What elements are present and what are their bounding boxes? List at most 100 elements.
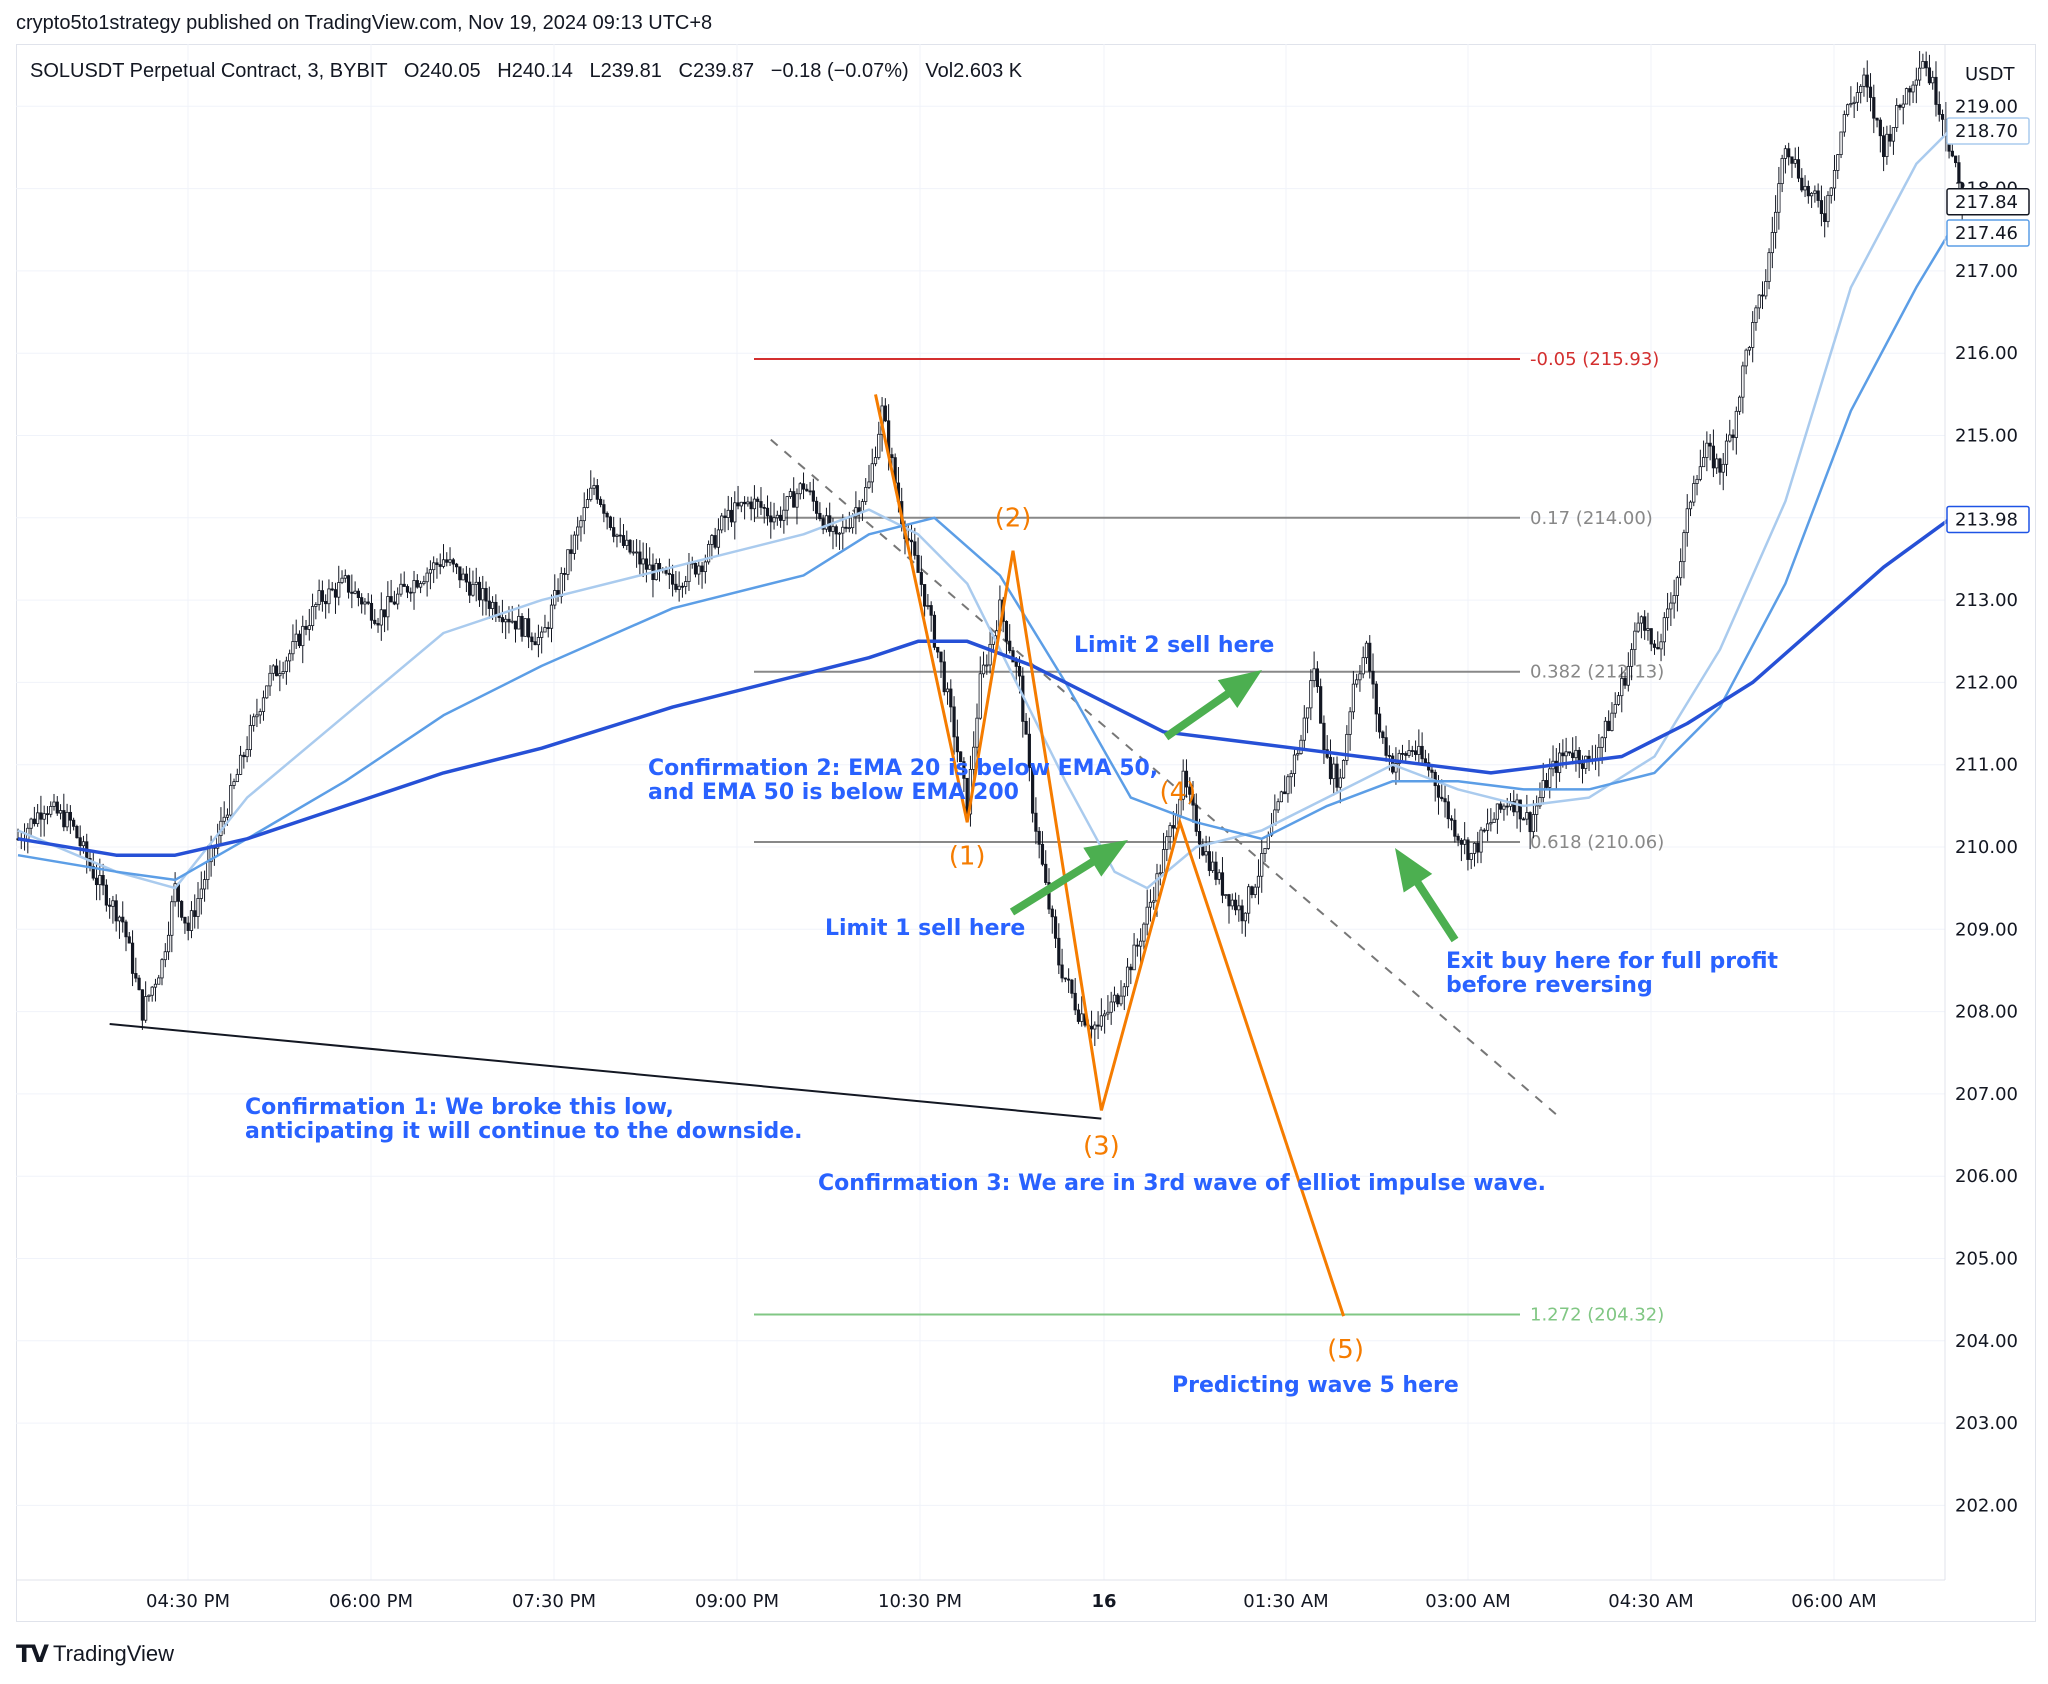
x-tick-label: 07:30 PM [512, 1591, 596, 1612]
candle-body [1816, 190, 1820, 201]
candle-body [454, 563, 459, 568]
candle-body [1554, 760, 1558, 773]
candle-body [1008, 640, 1012, 652]
candle-body [382, 609, 387, 618]
candle-body [1535, 805, 1539, 815]
candle-body [238, 754, 243, 775]
candle-body [945, 688, 950, 693]
candle-body [870, 463, 874, 483]
candle-body [1580, 763, 1585, 769]
candle-body [909, 539, 914, 543]
candle-body [45, 813, 50, 816]
candle-body [972, 746, 976, 770]
candle-body [854, 507, 858, 518]
ema-lines [17, 130, 1951, 890]
candle-body [569, 549, 573, 554]
candle-body [1675, 577, 1680, 596]
candle-body [1413, 750, 1418, 755]
candle-body [798, 483, 802, 495]
candle-body [29, 818, 33, 829]
candle-body [432, 562, 436, 571]
tradingview-logo-icon: TV [16, 1640, 49, 1668]
candle-body [1927, 67, 1932, 84]
candle-body [648, 564, 652, 570]
candle-body [196, 898, 200, 917]
candle-body [481, 588, 485, 601]
candle-body [1067, 978, 1071, 981]
candle-body [1014, 661, 1018, 667]
candle-body [235, 774, 239, 783]
candle-body [1194, 804, 1198, 832]
candle-body [1885, 133, 1889, 157]
candle-body [589, 487, 593, 500]
candle-body [1034, 812, 1038, 832]
candle-body [536, 637, 541, 646]
elliott-wave-line [874, 394, 1346, 1317]
candle-body [739, 501, 743, 507]
candle-body [841, 526, 845, 534]
candle-body [834, 526, 838, 535]
candle-body [1302, 717, 1306, 741]
ema20-price-label: 218.70 [1955, 121, 2018, 142]
candle-body [1165, 836, 1169, 850]
candle-body [1800, 177, 1804, 191]
candle-body [327, 588, 331, 605]
candle-body [1446, 801, 1450, 820]
candle-body [759, 501, 763, 508]
ema20-price-label-box [1946, 117, 2030, 145]
candle-body [346, 575, 351, 593]
candle-body [546, 627, 550, 629]
candle-body [1479, 829, 1483, 853]
candle-body [1499, 803, 1503, 810]
candle-body [1898, 104, 1902, 108]
candle-body [1057, 937, 1061, 966]
candle-body [1629, 649, 1634, 667]
candle-body [1279, 791, 1283, 803]
candle-body [772, 517, 776, 523]
candle-body [222, 816, 226, 822]
ema50-price-label-box [1946, 219, 2030, 247]
candle-body [851, 516, 855, 529]
candle-body [1662, 617, 1666, 643]
candle-body [981, 664, 986, 675]
candle-body [500, 617, 505, 623]
candle-body [762, 507, 766, 509]
candle-body [422, 581, 426, 584]
grid-lines [16, 44, 1945, 1580]
candle-body [104, 884, 108, 906]
candle-body [1469, 853, 1473, 860]
candle-body [1400, 752, 1405, 755]
candle-body [1780, 158, 1784, 185]
candle-body [837, 532, 842, 535]
candle-body [1024, 720, 1028, 735]
candle-body [1548, 768, 1552, 788]
candle-body [1250, 886, 1254, 896]
candle-body [1364, 642, 1369, 659]
tradingview-brand[interactable]: TV TradingView [16, 1640, 174, 1668]
candle-body [1243, 912, 1247, 922]
exit-text: Exit buy here for full profit [1446, 949, 1779, 974]
candle-body [140, 989, 144, 1021]
candle-body [700, 565, 704, 573]
candle-body [389, 596, 393, 603]
candle-body [1004, 620, 1009, 642]
candle-body [533, 641, 537, 646]
candle-body [1829, 187, 1833, 196]
ema-line-ema20 [17, 130, 1950, 890]
candle-body [490, 601, 495, 609]
candle-body [1204, 851, 1208, 856]
annotations: Confirmation 1: We broke this low,antici… [245, 633, 1779, 1398]
candle-body [1538, 797, 1542, 807]
y-tick-label: 208.00 [1955, 1002, 2018, 1023]
candle-body [736, 502, 740, 507]
candle-body [170, 901, 174, 936]
candlesticks [16, 51, 1964, 1046]
confirmation-1-text: anticipating it will continue to the dow… [245, 1119, 803, 1144]
candle-body [343, 575, 347, 579]
candle-body [621, 535, 626, 546]
confirmation-1-text: Confirmation 1: We broke this low, [245, 1095, 674, 1120]
candle-body [261, 697, 266, 712]
candle-body [1659, 641, 1663, 650]
candle-body [952, 706, 956, 738]
